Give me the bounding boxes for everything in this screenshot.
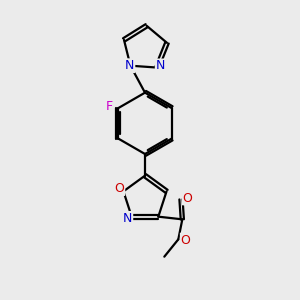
Text: O: O xyxy=(181,233,190,247)
Text: N: N xyxy=(123,212,132,225)
Text: F: F xyxy=(106,100,113,113)
Text: N: N xyxy=(156,59,165,72)
Text: N: N xyxy=(125,59,134,72)
Text: O: O xyxy=(115,182,124,195)
Text: O: O xyxy=(183,191,193,205)
